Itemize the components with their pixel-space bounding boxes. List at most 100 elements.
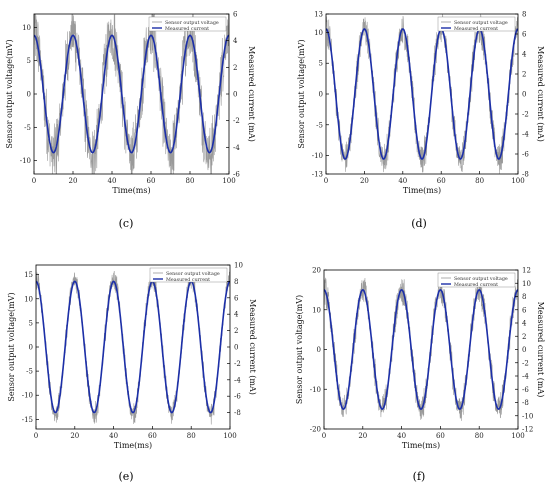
y-left-tick-label: 0 — [27, 91, 31, 99]
y-left-axis-label: Sensor output voltage(mV) — [5, 39, 14, 148]
y-left-tick-label: -5 — [24, 124, 31, 132]
x-tick-label: 100 — [511, 432, 524, 440]
y-right-tick-label: 6 — [233, 11, 238, 19]
series-measured-current — [36, 280, 230, 414]
x-tick-label: 20 — [70, 432, 79, 440]
y-right-tick-label: -6 — [234, 393, 241, 401]
legend-box — [148, 16, 227, 32]
legend-box — [437, 272, 516, 288]
y-left-tick-label: 0 — [317, 346, 321, 354]
x-tick-label: 20 — [360, 177, 369, 185]
legend-entry: Measured current — [454, 26, 498, 32]
x-tick-label: 60 — [148, 432, 157, 440]
x-tick-label: 60 — [147, 177, 156, 185]
y-right-tick-label: -4 — [522, 373, 529, 381]
legend-box — [437, 16, 516, 32]
y-right-tick-label: -12 — [522, 426, 533, 434]
y-left-tick-label: -10 — [22, 392, 33, 400]
y-left-axis-label: Sensor output voltage(mV) — [297, 39, 306, 148]
legend-entry: Sensor output voltage — [166, 271, 220, 277]
x-tick-label: 60 — [437, 177, 446, 185]
y-right-tick-label: 4 — [522, 51, 527, 59]
y-right-axis-label: Measured current (mA) — [247, 46, 256, 142]
y-left-tick-label: 10 — [24, 295, 33, 303]
y-left-tick-label: -5 — [316, 121, 323, 129]
series-measured-current — [324, 289, 518, 410]
y-right-tick-label: 8 — [522, 293, 526, 301]
chart-panel: 0 20 40 60 80 100 -13 -10 -5 0 5 10 13 -8 -6 -4 -2 0 2 4 6 8 T… — [297, 11, 545, 231]
y-left-tick-label: 5 — [27, 57, 31, 65]
x-tick-label: 80 — [187, 432, 196, 440]
y-right-tick-label: 12 — [522, 267, 531, 275]
y-left-tick-label: 0 — [319, 91, 323, 99]
y-left-tick-label: -5 — [26, 368, 33, 376]
panel-caption: (d) — [411, 217, 427, 230]
y-right-tick-label: 0 — [522, 346, 526, 354]
legend-entry: Sensor output voltage — [454, 276, 508, 282]
y-right-tick-label: -4 — [234, 376, 241, 384]
x-tick-label: 20 — [358, 432, 367, 440]
y-right-tick-label: -2 — [522, 111, 529, 119]
y-left-tick-label: -20 — [310, 426, 321, 434]
y-left-tick-label: 0 — [29, 344, 33, 352]
y-right-tick-label: -6 — [522, 151, 529, 159]
x-tick-label: 80 — [186, 177, 195, 185]
y-right-tick-label: 6 — [522, 306, 527, 314]
y-right-tick-label: 10 — [234, 262, 243, 270]
y-left-tick-label: 20 — [312, 267, 321, 275]
y-left-tick-label: 10 — [314, 29, 323, 37]
y-left-tick-label: 10 — [312, 306, 321, 314]
series-measured-current — [326, 28, 518, 160]
y-right-tick-label: 10 — [522, 280, 531, 288]
series-measured-current — [34, 34, 229, 154]
y-left-tick-label: -10 — [310, 386, 321, 394]
y-left-tick-label: -10 — [312, 152, 323, 160]
x-tick-label: 0 — [322, 432, 326, 440]
x-axis-label: Time(ms) — [403, 186, 441, 195]
x-tick-label: 80 — [475, 432, 484, 440]
legend-entry: Sensor output voltage — [454, 20, 508, 26]
y-right-tick-label: 0 — [522, 91, 526, 99]
y-left-axis-label: Sensor output voltage(mV) — [295, 295, 304, 404]
x-tick-label: 100 — [222, 177, 235, 185]
y-left-tick-label: -15 — [22, 416, 33, 424]
y-left-tick-label: -10 — [20, 157, 31, 165]
y-left-tick-label: 15 — [24, 271, 33, 279]
legend-entry: Measured current — [454, 282, 498, 288]
y-right-axis-label: Measured current (mA) — [536, 46, 545, 142]
y-right-tick-label: 0 — [233, 91, 237, 99]
y-right-tick-label: -2 — [234, 360, 241, 368]
y-right-tick-label: 2 — [522, 71, 526, 79]
x-tick-label: 40 — [397, 432, 406, 440]
y-right-tick-label: -8 — [522, 399, 529, 407]
x-tick-label: 80 — [475, 177, 484, 185]
y-right-tick-label: -8 — [234, 409, 241, 417]
y-right-tick-label: 0 — [234, 344, 238, 352]
y-right-tick-label: 2 — [233, 64, 237, 72]
x-tick-label: 60 — [436, 432, 445, 440]
y-right-tick-label: 2 — [234, 327, 238, 335]
y-right-tick-label: 4 — [233, 37, 238, 45]
y-left-tick-label: -13 — [312, 171, 323, 179]
x-tick-label: 40 — [109, 432, 118, 440]
chart-panel: 0 20 40 60 80 100 -15 -10 -5 0 5 10 15 -8 -6 -4 -2 0 2 4 6 8 1… — [7, 262, 257, 484]
y-right-tick-label: -2 — [522, 359, 529, 367]
y-right-tick-label: -8 — [522, 171, 529, 179]
y-right-tick-label: -6 — [522, 386, 529, 394]
y-right-tick-label: 4 — [234, 311, 239, 319]
panel-caption: (c) — [119, 217, 134, 230]
y-right-tick-label: 6 — [522, 31, 527, 39]
y-right-tick-label: -10 — [522, 412, 533, 420]
y-right-tick-label: -4 — [522, 131, 529, 139]
y-right-tick-label: 2 — [522, 333, 526, 341]
y-right-tick-label: -6 — [233, 171, 240, 179]
y-right-tick-label: 4 — [522, 320, 527, 328]
y-right-axis-label: Measured current (mA) — [248, 299, 257, 395]
x-axis-label: Time(ms) — [112, 186, 150, 195]
x-tick-label: 100 — [511, 177, 524, 185]
y-left-tick-label: 5 — [29, 319, 33, 327]
y-right-tick-label: 8 — [522, 11, 526, 19]
y-left-tick-label: 10 — [22, 24, 31, 32]
x-axis-label: Time(ms) — [402, 441, 440, 450]
x-tick-label: 40 — [108, 177, 117, 185]
